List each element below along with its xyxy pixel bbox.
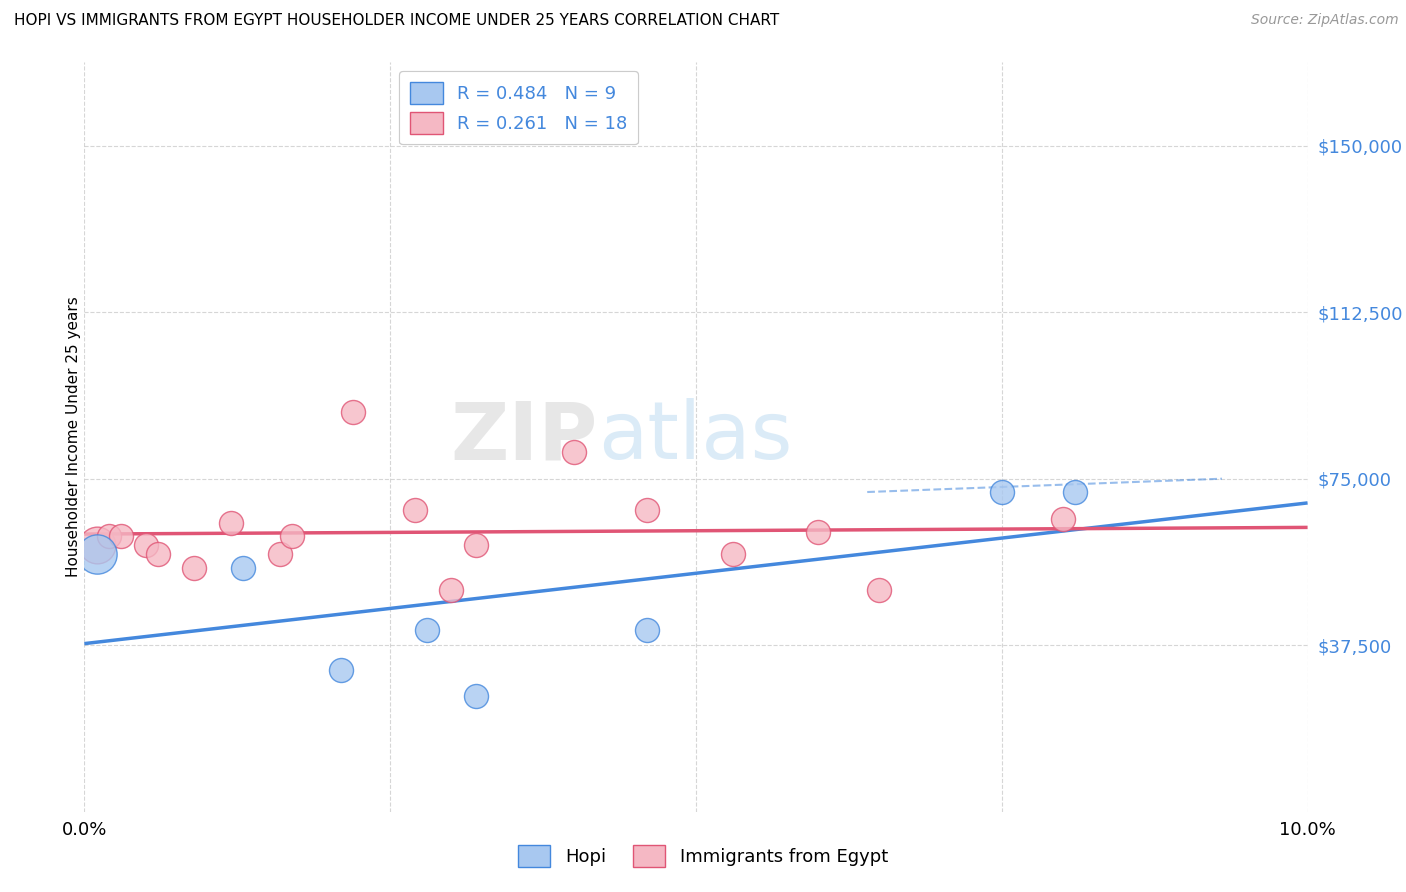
Point [636,623,658,637]
Point [991,485,1014,500]
Point [464,690,486,704]
Legend: Hopi, Immigrants from Egypt: Hopi, Immigrants from Egypt [510,838,896,874]
Point [404,503,426,517]
Point [269,547,291,561]
Point [636,503,658,517]
Point [869,582,891,597]
Point [416,623,439,637]
Text: Source: ZipAtlas.com: Source: ZipAtlas.com [1251,13,1399,28]
Point [281,529,304,543]
Legend: R = 0.484   N = 9, R = 0.261   N = 18: R = 0.484 N = 9, R = 0.261 N = 18 [399,71,638,145]
Point [721,547,744,561]
Text: atlas: atlas [598,398,793,476]
Point [86,547,108,561]
Point [110,529,132,543]
Point [97,529,120,543]
Point [440,582,463,597]
Point [146,547,169,561]
Point [219,516,242,530]
Point [1052,511,1074,525]
Point [330,663,353,677]
Text: HOPI VS IMMIGRANTS FROM EGYPT HOUSEHOLDER INCOME UNDER 25 YEARS CORRELATION CHAR: HOPI VS IMMIGRANTS FROM EGYPT HOUSEHOLDE… [14,13,779,29]
Point [232,560,254,574]
Y-axis label: Householder Income Under 25 years: Householder Income Under 25 years [66,297,80,577]
Point [464,538,486,552]
Point [807,524,830,539]
Point [86,538,108,552]
Point [135,538,157,552]
Point [1064,485,1087,500]
Point [342,405,364,419]
Point [562,445,585,459]
Point [183,560,205,574]
Text: ZIP: ZIP [451,398,598,476]
